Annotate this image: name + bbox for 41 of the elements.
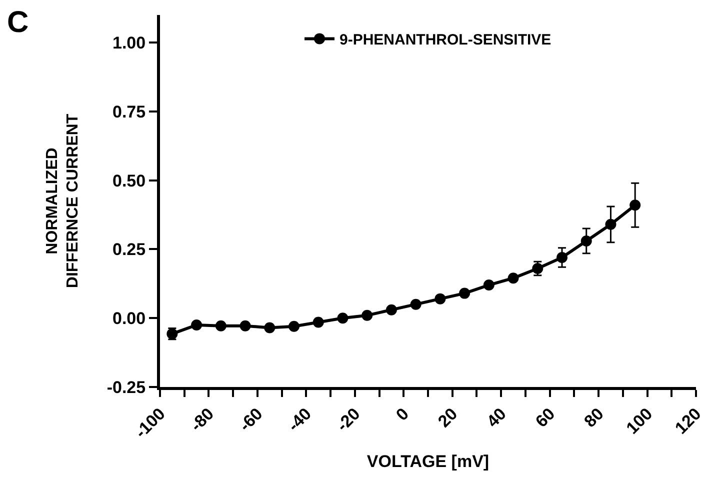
- x-axis-title: VOLTAGE [mV]: [366, 452, 490, 472]
- point: [532, 263, 544, 274]
- point: [288, 320, 300, 332]
- point: [605, 218, 616, 230]
- x-tick-label: 100: [622, 404, 656, 438]
- point: [556, 252, 568, 263]
- y-axis-title: NORMALIZED DIFFERNCE CURRENT: [44, 114, 82, 288]
- y-tick-label: 0.00: [112, 309, 146, 328]
- point: [483, 280, 494, 291]
- y-tick-label: 0.50: [112, 171, 146, 190]
- y-tick-label: 1.00: [112, 34, 146, 53]
- y-tick-label: 0.75: [112, 102, 146, 122]
- point: [386, 304, 397, 316]
- x-tick-label: 20: [434, 404, 462, 432]
- point: [312, 316, 324, 328]
- point: [240, 320, 251, 332]
- x-tick-label: -80: [186, 404, 218, 436]
- point: [580, 235, 592, 246]
- y-tick-label: -0.25: [106, 378, 146, 397]
- point: [215, 320, 226, 332]
- x-tick-label: -40: [284, 404, 316, 436]
- point: [410, 298, 422, 310]
- y-tick-label: 0.25: [112, 240, 146, 260]
- x-tick-label: 60: [532, 404, 559, 432]
- x-tick-label: 120: [671, 404, 705, 438]
- point: [191, 320, 202, 330]
- x-tick-label: 0: [392, 404, 412, 424]
- point: [337, 312, 348, 324]
- x-tick-label: 40: [483, 404, 510, 432]
- point: [264, 322, 276, 334]
- legend-label: 9-PHENANTHROL-SENSITIVE: [340, 32, 552, 49]
- point: [434, 293, 446, 304]
- x-tick-label: 80: [580, 404, 608, 432]
- text: C: [7, 6, 29, 39]
- point: [459, 288, 470, 299]
- point: [362, 310, 373, 321]
- x-tick-label: -100: [131, 404, 169, 442]
- x-tick-label: -20: [332, 404, 364, 436]
- point: [508, 272, 519, 284]
- point: [630, 200, 641, 211]
- x-tick-label: -60: [235, 404, 266, 436]
